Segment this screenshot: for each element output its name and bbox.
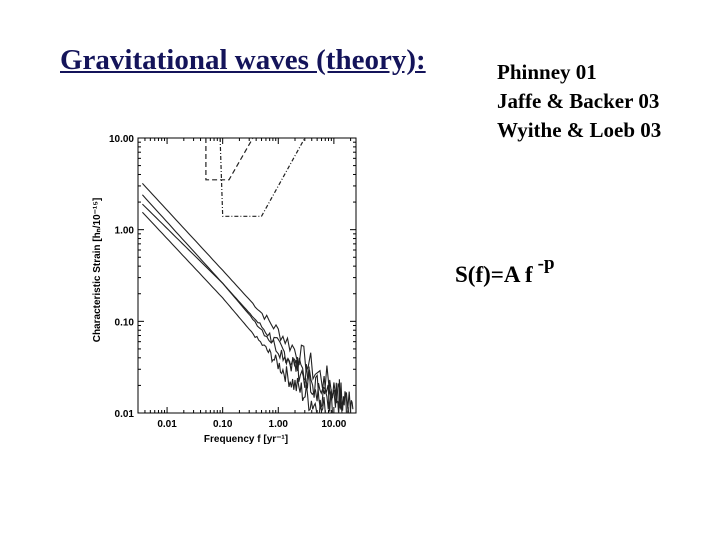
series-line-5 bbox=[205, 138, 254, 181]
strain-frequency-chart: Characteristic Strain [hₙ/10⁻¹⁵] Frequen… bbox=[92, 134, 357, 445]
x-tick-label: 0.01 bbox=[157, 419, 177, 430]
reference-item: Phinney 01 bbox=[497, 60, 597, 84]
x-axis-label: Frequency f [yr⁻¹] bbox=[204, 434, 288, 445]
series-line-1 bbox=[141, 183, 354, 413]
slide-title: Gravitational waves (theory): bbox=[60, 44, 426, 76]
formula-exponent: -p bbox=[537, 253, 555, 274]
y-tick-label: 1.00 bbox=[115, 226, 135, 237]
y-axis-label: Characteristic Strain [hₙ/10⁻¹⁵] bbox=[92, 198, 103, 343]
y-tick-label: 0.10 bbox=[115, 317, 135, 328]
x-tick-label: 1.00 bbox=[269, 419, 289, 430]
series-line-6 bbox=[219, 138, 306, 217]
series-line-2 bbox=[142, 203, 343, 413]
reference-list: Phinney 01 Jaffe & Backer 03 Wyithe & Lo… bbox=[497, 58, 661, 145]
power-law-formula: S(f)=A f -p bbox=[455, 253, 555, 288]
x-tick-label: 10.00 bbox=[321, 419, 346, 430]
y-tick-label: 0.01 bbox=[115, 409, 135, 420]
series-line-4 bbox=[141, 211, 326, 413]
plot-frame bbox=[137, 137, 357, 414]
reference-item: Wyithe & Loeb 03 bbox=[497, 118, 662, 142]
series-line-3 bbox=[141, 194, 352, 413]
x-tick-label: 0.10 bbox=[213, 419, 233, 430]
reference-item: Jaffe & Backer 03 bbox=[497, 89, 660, 113]
formula-main: S(f)=A f bbox=[455, 262, 533, 287]
y-tick-label: 10.00 bbox=[109, 134, 134, 145]
